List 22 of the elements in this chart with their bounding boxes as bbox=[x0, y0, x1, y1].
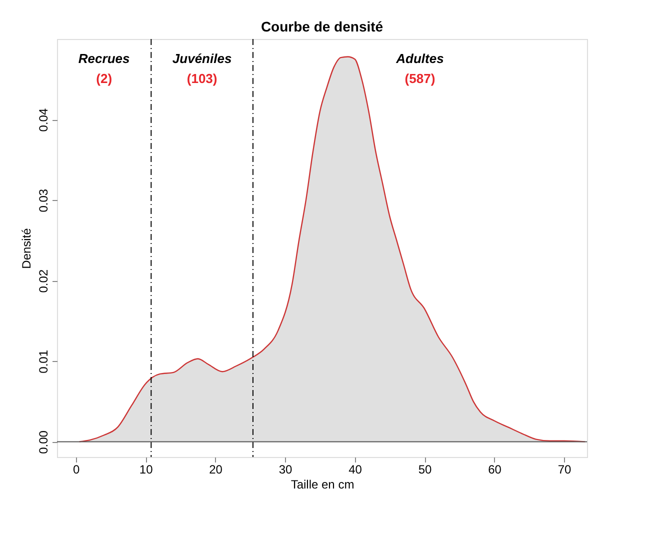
y-tick-label: 0.03 bbox=[36, 188, 50, 212]
x-axis-title: Taille en cm bbox=[290, 478, 354, 492]
annotation: (587) bbox=[404, 71, 436, 86]
annotation: (2) bbox=[96, 71, 112, 86]
x-tick-label: 40 bbox=[348, 462, 362, 476]
x-tick-label: 10 bbox=[139, 462, 154, 476]
annotation: Recrues bbox=[78, 51, 130, 66]
annotation: Adultes bbox=[395, 51, 444, 66]
annotation: Juvéniles bbox=[172, 51, 232, 66]
x-tick-label: 60 bbox=[488, 462, 502, 476]
y-tick-label: 0.00 bbox=[36, 430, 50, 454]
x-tick-label: 50 bbox=[418, 462, 432, 476]
y-axis-title: Densité bbox=[20, 228, 34, 269]
x-tick-label: 0 bbox=[72, 462, 80, 476]
chart-title: Courbe de densité bbox=[260, 18, 384, 34]
x-tick-label: 70 bbox=[558, 462, 572, 476]
x-tick-label: 30 bbox=[278, 462, 293, 476]
y-tick-label: 0.04 bbox=[36, 108, 50, 132]
x-tick-label: 20 bbox=[209, 462, 223, 476]
y-tick-label: 0.01 bbox=[36, 350, 50, 374]
annotation: (103) bbox=[186, 71, 218, 86]
y-tick-label: 0.02 bbox=[36, 269, 50, 293]
